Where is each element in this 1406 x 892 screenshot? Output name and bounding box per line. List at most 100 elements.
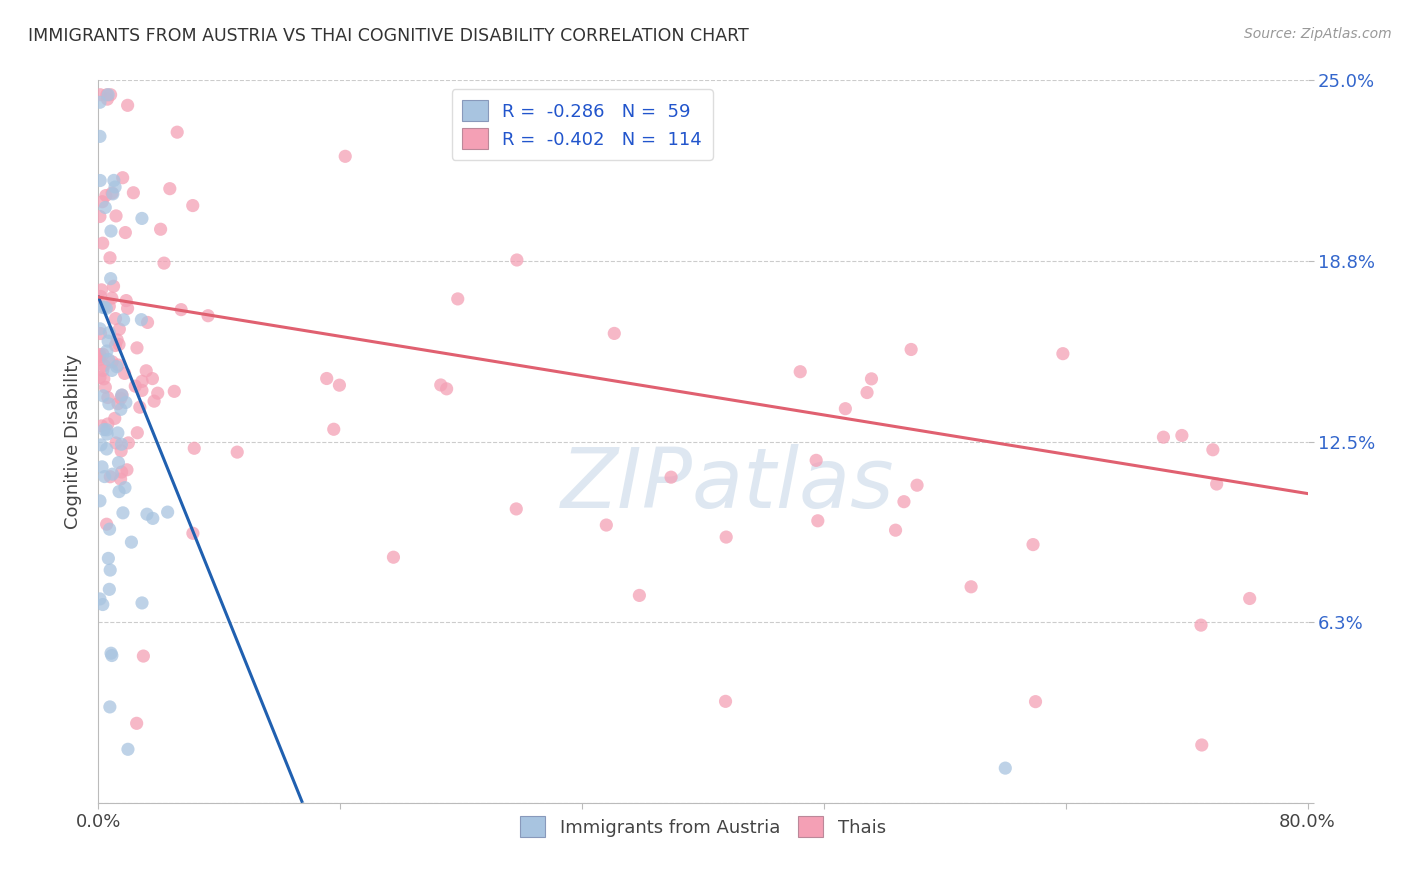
Point — [94, 201, 117, 215]
Point — [93, 469, 115, 483]
Point — [97, 417, 120, 431]
Point — [131, 596, 153, 610]
Point — [111, 388, 134, 402]
Point — [960, 580, 983, 594]
Point — [98, 251, 121, 265]
Point — [89, 173, 111, 187]
Point — [181, 526, 204, 541]
Point — [90, 283, 112, 297]
Point — [110, 472, 132, 486]
Point — [98, 299, 121, 313]
Point — [111, 506, 134, 520]
Point — [96, 427, 118, 442]
Point — [603, 326, 626, 341]
Point — [98, 326, 121, 340]
Point — [101, 355, 124, 369]
Point — [91, 389, 114, 403]
Point — [90, 418, 112, 433]
Point — [131, 211, 153, 226]
Point — [98, 700, 121, 714]
Point — [181, 198, 204, 212]
Point — [125, 341, 148, 355]
Point — [114, 226, 136, 240]
Point — [115, 293, 138, 308]
Point — [197, 309, 219, 323]
Point — [505, 502, 527, 516]
Point — [905, 478, 928, 492]
Point — [98, 582, 121, 597]
Point — [105, 359, 128, 374]
Point — [105, 209, 128, 223]
Point — [100, 87, 122, 102]
Point — [159, 182, 181, 196]
Point — [659, 470, 682, 484]
Point — [89, 95, 111, 110]
Point — [114, 367, 136, 381]
Point — [93, 359, 115, 373]
Point — [994, 761, 1017, 775]
Point — [156, 505, 179, 519]
Point — [146, 386, 169, 401]
Point — [110, 437, 132, 451]
Point — [110, 392, 132, 406]
Point — [100, 271, 122, 285]
Point — [101, 648, 124, 663]
Point — [714, 694, 737, 708]
Point — [149, 222, 172, 236]
Point — [96, 442, 118, 456]
Point — [110, 402, 132, 417]
Point — [1052, 346, 1074, 360]
Point — [104, 180, 127, 194]
Point — [96, 92, 118, 106]
Point — [89, 350, 111, 364]
Point — [131, 384, 153, 398]
Point — [96, 517, 118, 532]
Point — [104, 411, 127, 425]
Point — [90, 326, 112, 341]
Point — [110, 443, 132, 458]
Point — [104, 436, 127, 450]
Point — [91, 347, 114, 361]
Point — [170, 302, 193, 317]
Point — [93, 300, 115, 314]
Point — [101, 467, 124, 482]
Point — [104, 311, 127, 326]
Point — [1171, 428, 1194, 442]
Point — [101, 363, 124, 377]
Point — [94, 380, 117, 394]
Point — [96, 301, 118, 316]
Point — [90, 289, 112, 303]
Point — [111, 388, 134, 402]
Point — [860, 372, 883, 386]
Point — [107, 456, 129, 470]
Point — [107, 425, 129, 440]
Point — [101, 186, 124, 200]
Point — [136, 315, 159, 329]
Point — [97, 391, 120, 405]
Point — [101, 186, 124, 201]
Text: Source: ZipAtlas.com: Source: ZipAtlas.com — [1244, 27, 1392, 41]
Point — [89, 352, 111, 367]
Point — [226, 445, 249, 459]
Point — [1202, 442, 1225, 457]
Point — [127, 425, 149, 440]
Point — [1024, 695, 1046, 709]
Point — [115, 395, 138, 409]
Point — [117, 436, 139, 450]
Y-axis label: Cognitive Disability: Cognitive Disability — [63, 354, 82, 529]
Point — [131, 312, 153, 326]
Point — [900, 343, 922, 357]
Point — [108, 322, 131, 336]
Point — [101, 291, 124, 305]
Point — [98, 522, 121, 536]
Point — [89, 591, 111, 606]
Text: ZIPatlas: ZIPatlas — [561, 444, 894, 525]
Legend: Immigrants from Austria, Thais: Immigrants from Austria, Thais — [513, 809, 893, 845]
Point — [183, 442, 205, 456]
Point — [436, 382, 458, 396]
Point — [91, 194, 114, 209]
Point — [506, 252, 529, 267]
Point — [97, 352, 120, 367]
Point — [128, 401, 150, 415]
Point — [91, 236, 114, 251]
